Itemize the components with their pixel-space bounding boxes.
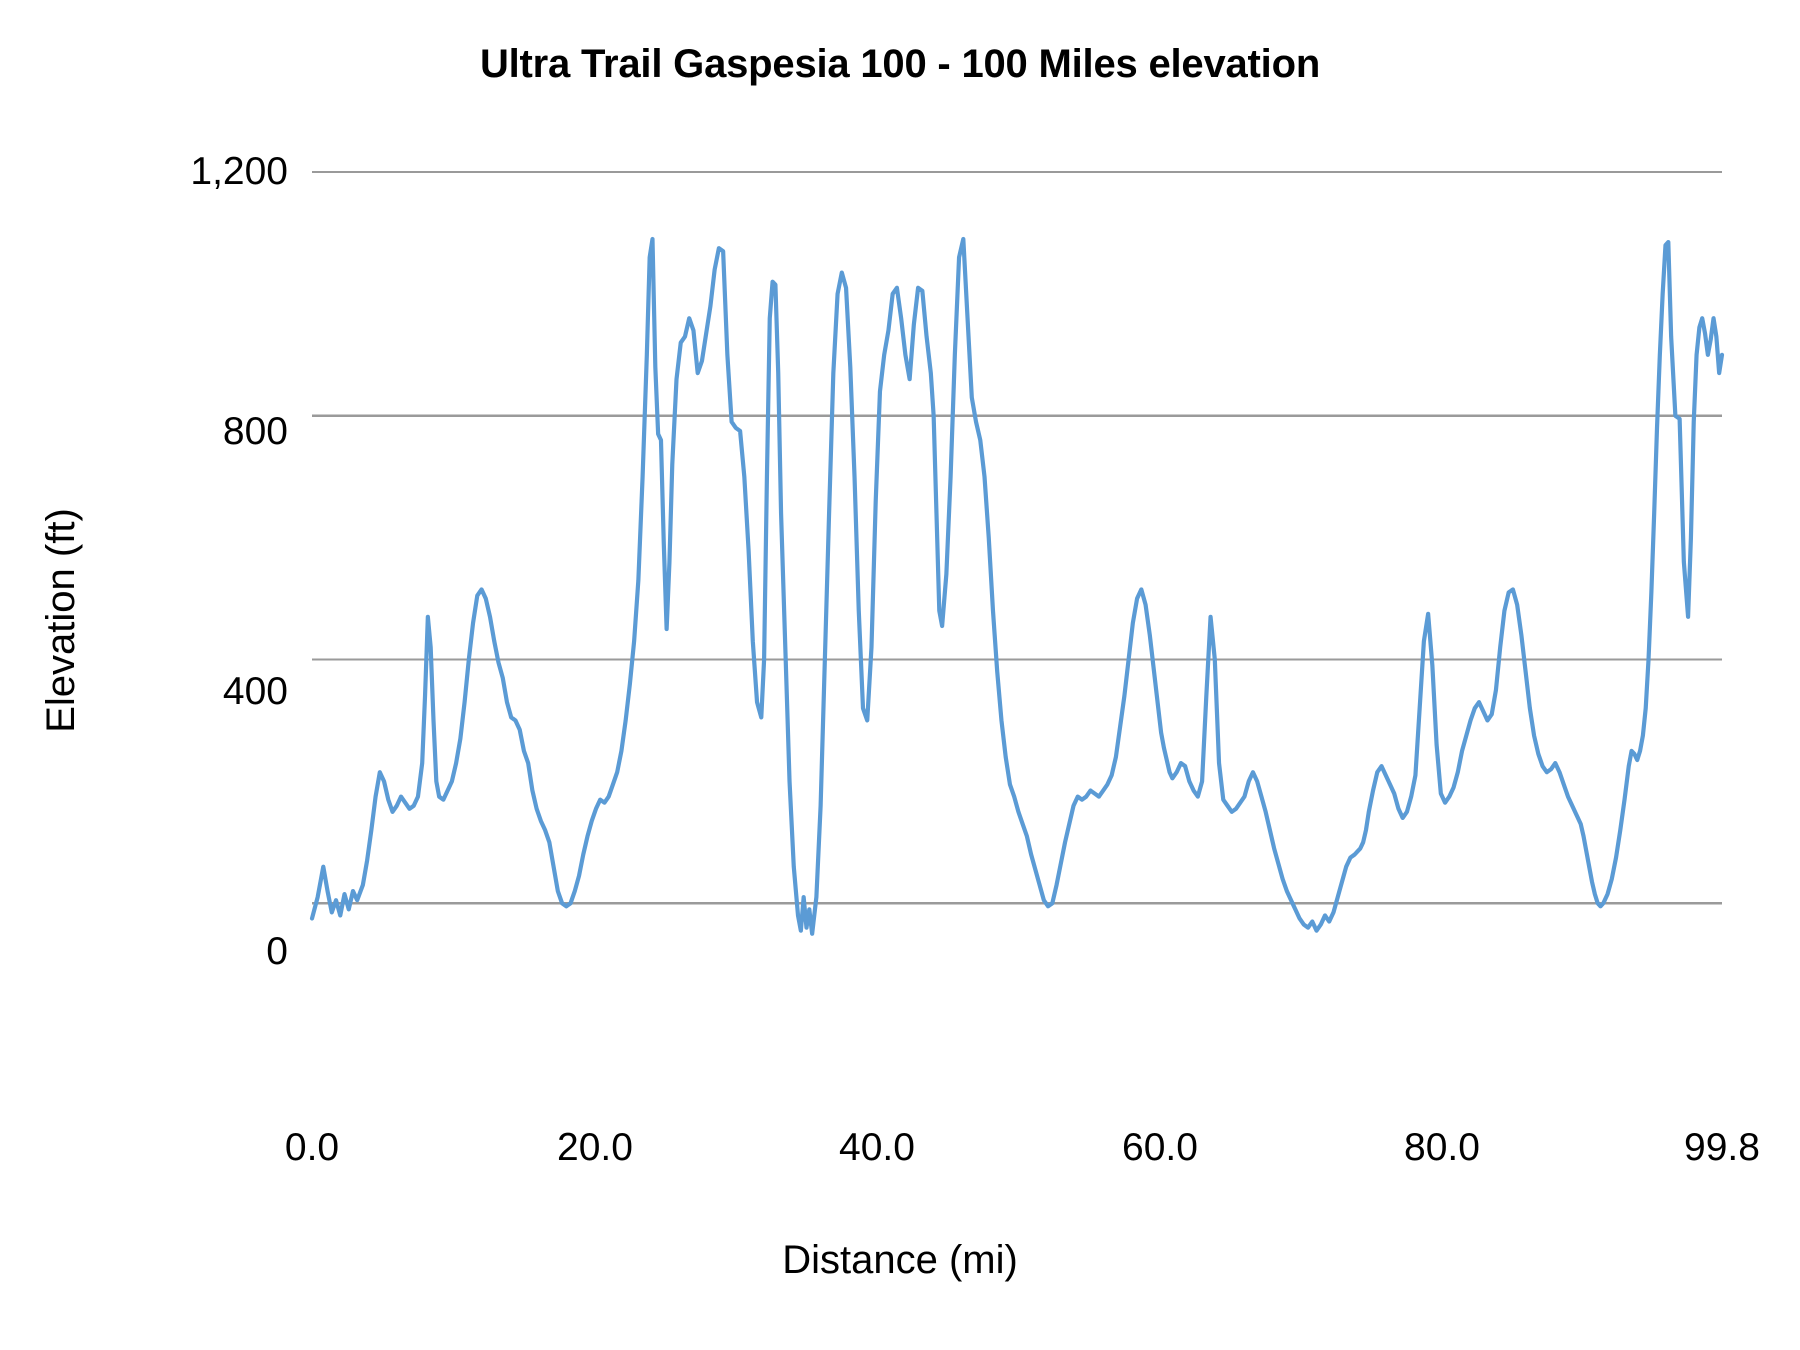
y-tick-label: 0 [266, 930, 288, 973]
y-tick-label: 800 [222, 410, 288, 453]
chart-title: Ultra Trail Gaspesia 100 - 100 Miles ele… [479, 42, 1321, 86]
x-tick-label: 0.0 [284, 1126, 340, 1169]
x-axis-title: Distance (mi) [782, 1238, 1018, 1282]
x-tick-label: 20.0 [557, 1126, 633, 1169]
plot-svg [309, 170, 1725, 936]
plot-area [309, 170, 1725, 952]
x-tick-label: 99.8 [1684, 1126, 1760, 1169]
y-axis-title-label: Elevation (ft) [38, 507, 83, 733]
y-axis-title: Elevation (ft) [26, 0, 96, 1350]
gridlines [312, 170, 1722, 905]
y-tick-label: 1,200 [190, 150, 288, 193]
x-tick-label: 40.0 [839, 1126, 915, 1169]
x-tick-label: 80.0 [1404, 1126, 1480, 1169]
x-tick-label: 60.0 [1122, 1126, 1198, 1169]
y-tick-label: 400 [222, 670, 288, 713]
elevation-series-line [309, 236, 1725, 936]
